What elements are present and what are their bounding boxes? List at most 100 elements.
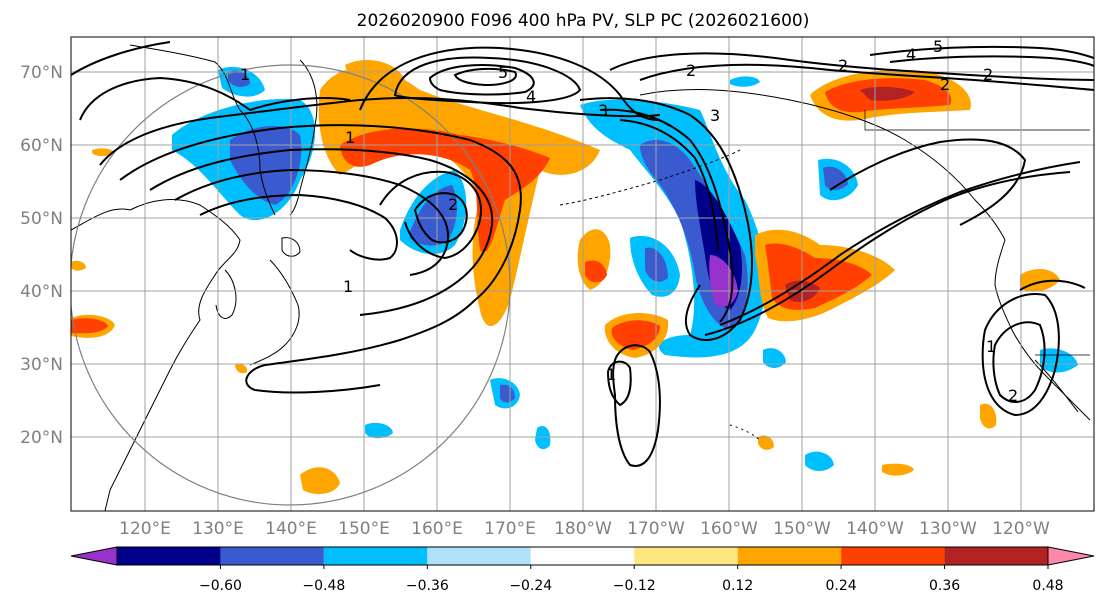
contour-label: 4 xyxy=(906,45,916,64)
pv-negative-area xyxy=(805,451,834,471)
longitude-label: 180°W xyxy=(554,519,612,539)
longitude-label: 130°E xyxy=(192,519,244,539)
contour-label: 1 xyxy=(240,65,250,84)
pv-positive-area xyxy=(611,320,660,350)
colorbar-bin xyxy=(427,547,531,565)
contour-label: 5 xyxy=(498,63,508,82)
slp-contour xyxy=(606,360,632,407)
map-frame xyxy=(70,36,1095,512)
colorbar-bin xyxy=(634,547,738,565)
slp-contour xyxy=(639,63,1094,91)
longitude-label: 150°E xyxy=(338,519,390,539)
colorbar-bin xyxy=(841,547,945,565)
coastline-north-america xyxy=(994,239,1091,421)
pv-positive-area xyxy=(300,467,340,495)
pv-positive-area xyxy=(345,60,405,87)
pv-positive-area xyxy=(585,260,607,283)
colorbar-tick-label: −0.60 xyxy=(199,578,242,594)
slp-contours xyxy=(71,41,1094,467)
pv-negative-area xyxy=(823,166,848,191)
contour-label: 1 xyxy=(343,277,353,296)
colorbar-bin xyxy=(944,547,1048,565)
colorbar-extend-low xyxy=(70,546,118,566)
slp-contour xyxy=(453,67,517,87)
slp-contour xyxy=(609,52,1094,81)
slp-contour xyxy=(889,55,1094,67)
latitude-label: 60°N xyxy=(20,136,63,156)
coastline-alaska xyxy=(639,89,1006,241)
colorbar-tick-label: −0.24 xyxy=(509,578,552,594)
contour-label: 1 xyxy=(606,365,616,384)
contour-label: 1 xyxy=(345,128,355,147)
reference-circle xyxy=(71,64,511,506)
pv-negative-area xyxy=(730,76,760,87)
slp-contour xyxy=(379,170,482,260)
contour-label: 2 xyxy=(1008,386,1018,405)
longitude-label: 140°W xyxy=(846,519,904,539)
longitude-label: 140°E xyxy=(265,519,317,539)
contour-label: 2 xyxy=(983,65,993,84)
pv-negative-area xyxy=(1040,348,1078,373)
coastline-kamchatka xyxy=(289,59,318,216)
contour-label: 1 xyxy=(986,337,996,356)
colorbar-tick-label: 0.24 xyxy=(826,578,857,594)
slp-contour xyxy=(579,97,753,341)
slp-contour xyxy=(71,41,171,76)
contour-label: 2 xyxy=(940,75,950,94)
pv-negative-area xyxy=(228,70,250,87)
colorbar-frame xyxy=(116,546,1049,566)
slp-contour xyxy=(119,124,522,394)
coastline-hawaii xyxy=(729,424,761,441)
slp-contour xyxy=(359,46,661,121)
colorbar-extend-high xyxy=(1047,546,1095,566)
contour-label: 2 xyxy=(838,56,848,75)
longitude-label: 160°E xyxy=(411,519,463,539)
pv-anomaly-fills xyxy=(71,60,1078,495)
slp-contour xyxy=(99,97,661,166)
pv-positive-area xyxy=(882,463,914,476)
longitude-label: 120°W xyxy=(992,519,1050,539)
pv-negative-area xyxy=(763,348,786,368)
figure-title: 2026020900 F096 400 hPa PV, SLP PC (2026… xyxy=(357,11,810,31)
colorbar-tick-label: 0.36 xyxy=(929,578,960,594)
colorbar-tick-label: −0.36 xyxy=(406,578,449,594)
longitude-label: 170°E xyxy=(484,519,536,539)
latitude-label: 70°N xyxy=(20,63,63,83)
longitude-label: 120°E xyxy=(119,519,171,539)
slp-contour xyxy=(79,76,351,121)
colorbar-tick-label: 0.12 xyxy=(722,578,753,594)
pv-negative-area xyxy=(535,425,551,450)
coastline-aleutians xyxy=(559,149,741,206)
contour-label: 2 xyxy=(686,61,696,80)
colorbar-bin xyxy=(220,547,324,565)
slp-contour xyxy=(619,119,719,251)
border-canada xyxy=(864,110,1090,131)
slp-contour xyxy=(428,64,535,96)
pv-negative-area xyxy=(230,125,302,205)
latitude-label: 40°N xyxy=(20,282,63,302)
pv-positive-area xyxy=(980,403,997,429)
latitude-label: 50°N xyxy=(20,209,63,229)
pv-positive-area xyxy=(340,128,550,252)
slp-contour xyxy=(869,45,1094,59)
latitude-labels: 70°N 60°N 50°N 40°N 30°N 20°N xyxy=(20,63,63,448)
slp-contour xyxy=(174,168,450,276)
colorbar-tick-label: −0.48 xyxy=(302,578,345,594)
colorbar-bin xyxy=(117,547,221,565)
slp-contour xyxy=(199,193,398,261)
pv-positive-area xyxy=(860,86,915,101)
colorbar-bin xyxy=(323,547,428,565)
contour-labels: 5 4 2 2 4 5 2 2 3 3 1 1 1 2 1 1 2 xyxy=(240,37,1018,405)
contour-label: 5 xyxy=(933,37,943,56)
coastline-okhotsk xyxy=(129,44,276,216)
pv-positive-area xyxy=(758,435,774,450)
pv-positive-area xyxy=(71,260,86,271)
slp-contour xyxy=(149,148,494,316)
longitude-label: 160°W xyxy=(700,519,758,539)
coastline-japan xyxy=(249,259,300,366)
colorbar-bin xyxy=(737,547,842,565)
slp-contour xyxy=(992,321,1046,403)
slp-contour xyxy=(981,293,1060,417)
slp-contour xyxy=(413,192,468,244)
